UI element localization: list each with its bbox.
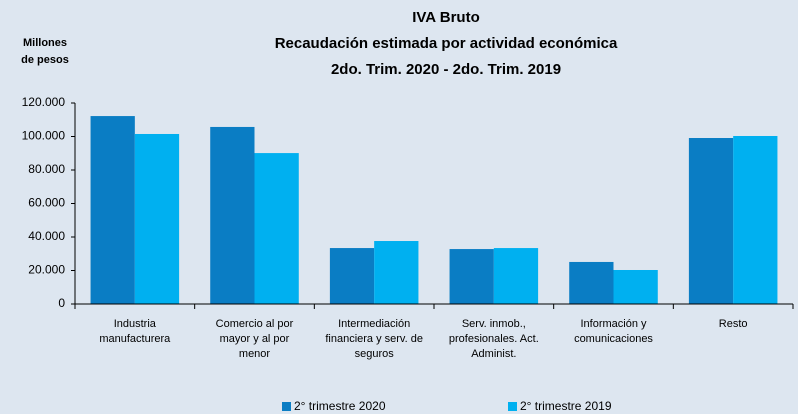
- x-tick-label: comunicaciones: [574, 333, 653, 345]
- x-tick-label: seguros: [355, 348, 395, 360]
- legend-label: 2° trimestre 2020: [294, 399, 386, 413]
- chart-title: IVA Bruto: [412, 9, 480, 26]
- y-tick-label: 40.000: [28, 229, 65, 243]
- x-tick-label: financiera y serv. de: [325, 333, 423, 345]
- bar: [733, 135, 778, 304]
- x-tick-label: manufacturera: [99, 333, 171, 345]
- y-tick-label: 120.000: [22, 95, 66, 109]
- bar: [210, 126, 255, 304]
- x-tick-label: mayor y al por: [220, 333, 290, 345]
- bar: [613, 269, 658, 304]
- y-axis-label: de pesos: [21, 54, 69, 66]
- x-tick-label: Administ.: [471, 348, 516, 360]
- y-tick-label: 0: [58, 296, 65, 310]
- y-axis-label: Millones: [23, 37, 67, 49]
- bar: [493, 248, 539, 304]
- bar: [374, 241, 419, 304]
- chart-subtitle: 2do. Trim. 2020 - 2do. Trim. 2019: [331, 61, 561, 78]
- y-tick-label: 20.000: [28, 263, 65, 277]
- bar: [254, 153, 299, 304]
- x-tick-label: Resto: [719, 318, 748, 330]
- x-tick-label: Serv. inmob.,: [462, 318, 526, 330]
- y-tick-label: 80.000: [28, 162, 65, 176]
- x-tick-label: Industria: [114, 318, 157, 330]
- bar: [329, 248, 375, 304]
- legend-swatch: [282, 402, 291, 411]
- bar: [90, 116, 135, 304]
- legend-swatch: [508, 402, 517, 411]
- bar: [134, 133, 180, 304]
- bar: [569, 261, 614, 304]
- x-tick-label: menor: [239, 348, 271, 360]
- x-tick-label: profesionales. Act.: [449, 333, 539, 345]
- bar: [449, 249, 494, 304]
- legend-label: 2° trimestre 2019: [520, 399, 612, 413]
- y-tick-label: 60.000: [28, 196, 65, 210]
- x-tick-label: Intermediación: [338, 318, 410, 330]
- chart-subtitle: Recaudación estimada por actividad econó…: [275, 35, 618, 52]
- x-tick-label: Comercio al por: [216, 318, 294, 330]
- x-tick-label: Información y: [580, 318, 647, 330]
- bar: [688, 138, 734, 304]
- y-tick-label: 100.000: [22, 129, 66, 143]
